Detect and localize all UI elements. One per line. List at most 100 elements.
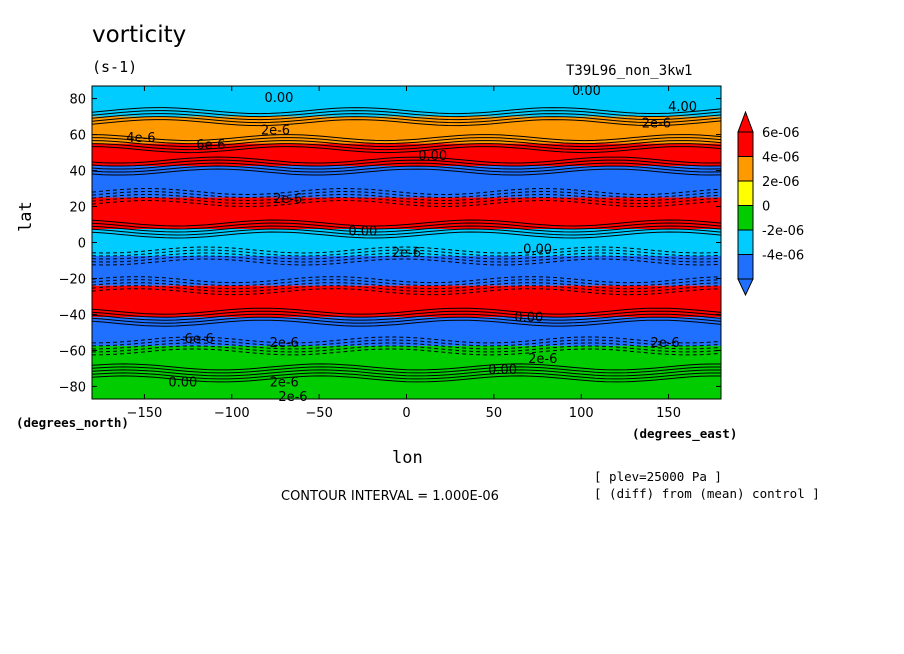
contour-line [92, 246, 721, 254]
contour-label: 2e-6 [642, 116, 671, 131]
contour-line [92, 282, 721, 290]
contour-line [92, 307, 721, 315]
x-tick-label: −100 [214, 406, 250, 421]
contour-line [92, 231, 721, 239]
contour-line [92, 249, 721, 257]
legend-label: 6e-06 [762, 126, 800, 141]
contour-line [92, 363, 721, 371]
contour-label: 0.00 [168, 375, 197, 390]
contour-line [92, 168, 721, 176]
contour-line [92, 107, 721, 115]
contour-line [92, 143, 721, 151]
legend-label: -2e-06 [762, 224, 804, 239]
contour-line [92, 137, 721, 145]
contour-line [92, 134, 721, 142]
contour-label: 4e-6 [126, 131, 155, 146]
contour-line [92, 375, 721, 383]
contour-line [92, 366, 721, 374]
y-tick-label: 40 [69, 165, 86, 180]
legend-bin [737, 254, 754, 280]
contour-line [92, 219, 721, 227]
contour-label: 4.00 [668, 100, 697, 115]
contour-interval: CONTOUR INTERVAL = 1.000E-06 [281, 489, 499, 504]
contour-line [92, 162, 721, 170]
legend-label: 0 [762, 200, 770, 215]
contour-line [92, 255, 721, 263]
contour-line [92, 258, 721, 266]
contour-label: 0.00 [572, 84, 601, 99]
contour-field [92, 86, 721, 399]
contour-line [92, 225, 721, 233]
chart-title: vorticity [92, 22, 187, 48]
legend-bin [737, 156, 754, 182]
field-band [92, 345, 721, 373]
contour-line [92, 190, 721, 199]
contour-label: 2e-6 [270, 375, 299, 390]
contour-line [92, 310, 721, 318]
x-tick-label: −50 [305, 406, 332, 421]
contour-line [92, 146, 721, 154]
contour-line [92, 313, 721, 321]
contour-line [92, 252, 721, 260]
contour-label: -6e-6 [180, 332, 214, 347]
legend-bin [737, 180, 754, 206]
legend-label: 4e-06 [762, 151, 800, 166]
contour-line [92, 345, 721, 353]
contour-line [92, 342, 721, 350]
contour-line [92, 113, 721, 121]
contour-line [92, 159, 721, 167]
contour-label: 2e-6 [278, 390, 307, 405]
y-tick-label: −20 [59, 272, 86, 287]
y-tick-label: 0 [78, 237, 86, 252]
chart-units: (s-1) [92, 58, 138, 76]
contour-label: 0.00 [418, 149, 447, 164]
plev-note: [ plev=25000 Pa ] [594, 469, 722, 484]
run-label: T39L96_non_3kw1 [566, 63, 693, 79]
contour-line [92, 165, 721, 173]
contour-line [92, 339, 721, 347]
legend-label: 2e-06 [762, 175, 800, 190]
contour-line [92, 119, 721, 127]
contour-line [92, 156, 721, 164]
y-tick-label: −60 [59, 344, 86, 359]
y-tick-label: 60 [69, 129, 86, 144]
contour-line [92, 316, 721, 324]
y-tick-label: −80 [59, 380, 86, 395]
contour-line [92, 187, 721, 196]
x-unit-label: (degrees_east) [632, 426, 738, 441]
contour-label: 0.00 [523, 242, 552, 257]
legend-label: -4e-06 [762, 249, 804, 264]
legend-bin [737, 131, 754, 157]
contour-label: 2e-6 [270, 336, 299, 351]
contour-line [92, 228, 721, 236]
x-axis-label: lon [392, 448, 423, 468]
x-tick-label: 0 [402, 406, 410, 421]
contour-label: 2e-6 [392, 246, 421, 261]
contour-line [92, 110, 721, 118]
contour-line [92, 336, 721, 344]
legend-bin [737, 205, 754, 231]
contour-label: 2e-6 [261, 124, 290, 139]
diff-note: [ (diff) from (mean) control ] [594, 486, 820, 501]
contour-label: 0.00 [488, 363, 517, 378]
contour-line [92, 193, 721, 202]
contour-label: 2e-6 [528, 352, 557, 367]
contour-label: 0.00 [348, 224, 377, 239]
x-tick-label: 100 [569, 406, 594, 421]
y-unit-label: (degrees_north) [16, 415, 129, 430]
contour-line [92, 222, 721, 230]
contour-line [92, 285, 721, 293]
x-tick-label: −150 [127, 406, 163, 421]
contour-line [92, 319, 721, 327]
x-tick-label: 150 [656, 406, 681, 421]
y-tick-label: 20 [69, 201, 86, 216]
contour-label: 6e-6 [196, 138, 225, 153]
contour-line [92, 369, 721, 377]
contour-label: 0.00 [514, 311, 543, 326]
y-tick-label: 80 [69, 93, 86, 108]
contour-line [92, 279, 721, 287]
x-tick-label: 50 [486, 406, 503, 421]
contour-label: 2e-6 [650, 336, 679, 351]
contour-line [92, 288, 721, 296]
